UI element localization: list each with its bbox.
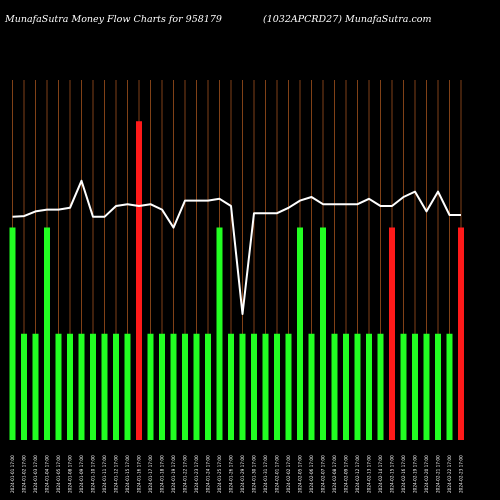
money-flow-bar [170, 333, 177, 440]
x-tick-label: 2024-01-29 17:00 [240, 455, 245, 493]
money-flow-bar [366, 333, 372, 440]
money-flow-bar [308, 333, 315, 440]
money-flow-bar [228, 333, 234, 440]
x-tick-label: 2024-01-25 17:00 [217, 455, 222, 493]
x-tick-label: 2024-01-10 17:00 [91, 455, 96, 493]
x-tick-label: 2024-01-17 17:00 [148, 455, 153, 493]
money-flow-bar [446, 333, 453, 440]
x-tick-label: 2024-02-13 17:00 [367, 455, 372, 493]
money-flow-bar [67, 333, 73, 440]
money-flow-bar [400, 333, 407, 440]
money-flow-bar [423, 333, 430, 440]
x-tick-label: 2024-02-09 17:00 [344, 455, 349, 493]
money-flow-bar [21, 333, 27, 440]
money-flow-bar [389, 227, 395, 440]
money-flow-bar [320, 227, 326, 440]
money-flow-bar [274, 333, 280, 440]
title-left: MunafaSutra Money Flow Charts for 958179 [5, 14, 222, 25]
price-line [12, 179, 461, 315]
money-flow-bar [216, 227, 223, 440]
money-flow-bar [78, 333, 85, 440]
x-tick-label: 2024-02-19 17:00 [413, 455, 418, 493]
x-tick-label: 2024-02-20 17:00 [424, 455, 429, 493]
money-flow-bar [297, 227, 303, 440]
x-tick-label: 2024-02-21 17:00 [436, 455, 441, 493]
x-tick-label: 2024-01-23 17:00 [194, 455, 199, 493]
money-flow-bar [412, 333, 418, 440]
x-tick-label: 2024-02-16 17:00 [401, 455, 406, 493]
x-tick-label: 2024-01-04 17:00 [45, 455, 50, 493]
x-tick-label: 2024-01-05 17:00 [56, 455, 61, 493]
x-tick-label: 2024-01-30 17:00 [252, 455, 257, 493]
x-tick-label: 2024-01-18 17:00 [160, 455, 165, 493]
money-flow-bar [377, 333, 384, 440]
money-flow-bar [136, 121, 142, 440]
money-flow-bar [182, 333, 188, 440]
x-tick-label: 2024-02-15 17:00 [390, 455, 395, 493]
x-tick-label: 2024-02-12 17:00 [355, 455, 360, 493]
money-flow-bar [343, 333, 349, 440]
money-flow-bar [193, 333, 200, 440]
x-tick-label: 2024-02-06 17:00 [309, 455, 314, 493]
money-flow-bar [90, 333, 96, 440]
x-tick-label: 2024-01-26 17:00 [229, 455, 234, 493]
x-axis-labels: 2024-01-01 17:00 2024-01-02 17:00 2024-01-… [10, 455, 464, 493]
money-flow-bar [44, 227, 50, 440]
money-flow-bar [251, 333, 257, 440]
money-flow-bar [262, 333, 269, 440]
money-flow-bar [55, 333, 62, 440]
x-tick-label: 2024-01-22 17:00 [183, 455, 188, 493]
title-right: (1032APCRD27) MunafaSutra.com [263, 14, 432, 25]
money-flow-bar [9, 227, 16, 440]
x-tick-label: 2024-02-14 17:00 [378, 455, 383, 493]
money-flow-bar [147, 333, 154, 440]
price-line-path [12, 179, 461, 315]
money-flow-bar [331, 333, 338, 440]
x-tick-label: 2024-02-02 17:00 [286, 455, 291, 493]
x-tick-label: 2024-01-02 17:00 [22, 455, 27, 493]
x-tick-label: 2024-01-03 17:00 [33, 455, 38, 493]
x-tick-label: 2024-02-22 17:00 [447, 455, 452, 493]
money-flow-bar [285, 333, 292, 440]
money-flow-bars [9, 121, 464, 440]
x-tick-label: 2024-01-01 17:00 [10, 455, 15, 493]
money-flow-bar [354, 333, 361, 440]
x-tick-label: 2024-02-01 17:00 [275, 455, 280, 493]
x-tick-label: 2024-01-31 17:00 [263, 455, 268, 493]
x-tick-label: 2024-01-16 17:00 [137, 455, 142, 493]
x-tick-label: 2024-02-08 17:00 [332, 455, 337, 493]
money-flow-bar [101, 333, 108, 440]
money-flow-bar [239, 333, 246, 440]
money-flow-bar [32, 333, 39, 440]
x-tick-label: 2024-01-19 17:00 [171, 455, 176, 493]
x-tick-label: 2024-01-11 17:00 [102, 455, 107, 493]
x-tick-label: 2024-02-05 17:00 [298, 455, 303, 493]
money-flow-bar [458, 227, 464, 440]
money-flow-bar [435, 333, 441, 440]
x-tick-label: 2024-02-07 17:00 [321, 455, 326, 493]
x-tick-label: 2024-01-15 17:00 [125, 455, 130, 493]
x-tick-label: 2024-01-12 17:00 [114, 455, 119, 493]
money-flow-bar [159, 333, 165, 440]
x-tick-label: 2024-01-08 17:00 [68, 455, 73, 493]
x-tick-label: 2024-02-23 17:00 [459, 455, 464, 493]
x-tick-label: 2024-01-24 17:00 [206, 455, 211, 493]
x-tick-label: 2024-01-09 17:00 [79, 455, 84, 493]
money-flow-bar [113, 333, 119, 440]
money-flow-bar [205, 333, 211, 440]
money-flow-bar [124, 333, 131, 440]
